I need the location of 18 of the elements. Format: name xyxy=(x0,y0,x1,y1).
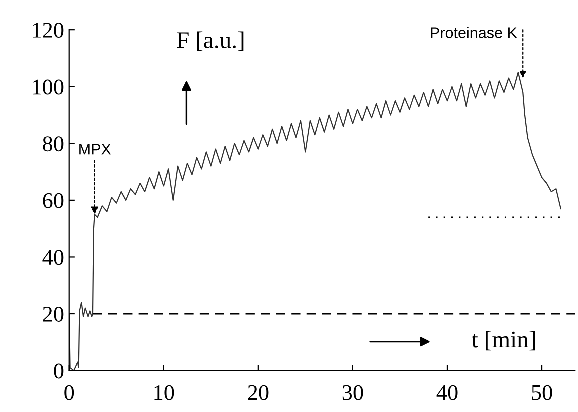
y-tick-label: 120 xyxy=(33,23,64,38)
y-tick-label: 20 xyxy=(43,306,64,322)
annotation: Proteinase K xyxy=(431,27,518,38)
x-axis-title: t [min] xyxy=(472,331,536,351)
x-tick-label: 0 xyxy=(64,385,74,400)
x-tick-label: 20 xyxy=(248,385,269,400)
annotation: MPX xyxy=(80,144,112,155)
x-tick-label: 30 xyxy=(342,385,364,400)
x-tick-label: 50 xyxy=(532,385,552,400)
x-tick-label: 10 xyxy=(154,385,174,400)
x-tick-label: 40 xyxy=(436,385,458,400)
y-tick-label: 0 xyxy=(54,364,64,379)
line-series xyxy=(69,72,562,371)
y-axis-title: F [a.u.] xyxy=(177,32,244,52)
y-tick-label: 60 xyxy=(43,193,64,208)
y-tick-label: 80 xyxy=(43,136,64,152)
y-tick-label: 40 xyxy=(42,250,64,266)
y-tick-label: 100 xyxy=(33,80,64,95)
